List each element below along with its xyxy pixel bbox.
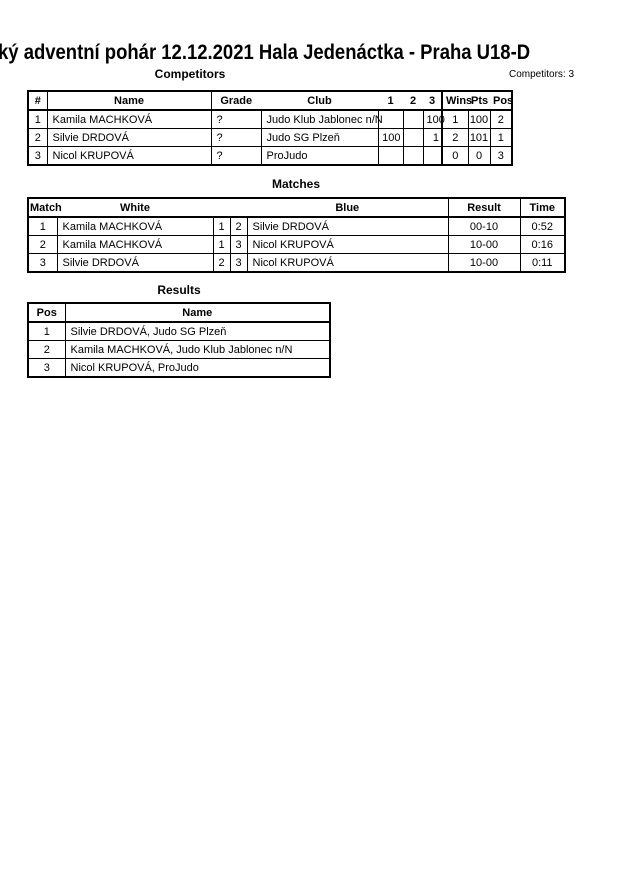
cell-time: 0:11 [519,253,566,273]
header-cell-result: Result [447,197,521,218]
tournament-title: ký adventní pohár 12.12.2021 Hala Jedená… [0,41,531,64]
cell-grade: ? [210,109,262,129]
matches-header-row: Match White Blue Result Time [27,197,566,218]
cell-pts: 100 [467,109,491,129]
cell-m2 [402,146,424,166]
cell-name: Kamila MACHKOVÁ, Judo Klub Jablonec n/N [64,340,331,359]
cell-m2 [402,109,424,129]
header-cell-m2: 2 [403,90,423,111]
header-cell-pos: Pos [27,302,66,323]
competitor-row: 2 Silvie DRDOVÁ ? Judo SG Plzeň 100 1 2 … [27,128,513,147]
cell-result: 10-00 [447,253,521,273]
match-row: 2 Kamila MACHKOVÁ 1 3 Nicol KRUPOVÁ 10-0… [27,235,566,254]
cell-white-name: Kamila MACHKOVÁ [56,235,214,254]
result-row: 1 Silvie DRDOVÁ, Judo SG Plzeň [27,321,331,341]
header-cell-wins: Wins [441,90,472,111]
cell-pos: 1 [27,321,66,341]
cell-m1 [377,146,404,166]
cell-num: 2 [27,128,48,147]
cell-result: 10-00 [447,235,521,254]
cell-match-num: 1 [27,216,58,236]
header-cell-bn [230,197,247,218]
cell-wins: 1 [441,109,469,129]
cell-name: Kamila MACHKOVÁ [46,109,212,129]
results-heading: Results [157,283,201,297]
cell-pos: 3 [27,358,66,378]
matches-table: Match White Blue Result Time 1 Kamila MA… [27,197,566,273]
header-cell-time: Time [519,197,566,218]
cell-time: 0:52 [519,216,566,236]
cell-blue-name: Silvie DRDOVÁ [246,216,449,236]
cell-pts: 101 [467,128,491,147]
result-row: 3 Nicol KRUPOVÁ, ProJudo [27,358,331,378]
cell-name: Silvie DRDOVÁ [46,128,212,147]
cell-white-num: 2 [212,253,231,273]
cell-pts: 0 [467,146,491,166]
cell-m2 [402,128,424,147]
cell-wins: 0 [441,146,469,166]
header-cell-pos: Pos [490,90,513,111]
matches-heading: Matches [271,177,321,191]
cell-m3 [422,146,443,166]
header-cell-match: Match [27,197,62,218]
header-cell-wn [213,197,230,218]
cell-num: 1 [27,109,48,129]
results-table: Pos Name 1 Silvie DRDOVÁ, Judo SG Plzeň … [27,302,331,378]
cell-name: Nicol KRUPOVÁ [46,146,212,166]
competitor-row: 1 Kamila MACHKOVÁ ? Judo Klub Jablonec n… [27,109,513,129]
cell-time: 0:16 [519,235,566,254]
header-cell-m1: 1 [378,90,403,111]
cell-pos: 3 [489,146,513,166]
cell-blue-num: 3 [229,235,248,254]
cell-white-name: Silvie DRDOVÁ [56,253,214,273]
cell-pos: 1 [489,128,513,147]
competitors-header-row: # Name Grade Club 1 2 3 Wins Pts Pos [27,90,513,111]
cell-wins: 2 [441,128,469,147]
cell-result: 00-10 [447,216,521,236]
header-cell-name: Name [65,302,331,323]
header-cell-pts: Pts [468,90,490,111]
cell-name: Silvie DRDOVÁ, Judo SG Plzeň [64,321,331,341]
cell-m1: 100 [377,128,404,147]
competitors-table: # Name Grade Club 1 2 3 Wins Pts Pos 1 K… [27,90,513,166]
header-cell-grade: Grade [211,90,261,111]
cell-grade: ? [210,128,262,147]
cell-white-name: Kamila MACHKOVÁ [56,216,214,236]
results-header-row: Pos Name [27,302,331,323]
cell-blue-num: 3 [229,253,248,273]
competitor-row: 3 Nicol KRUPOVÁ ? ProJudo 0 0 3 [27,146,513,166]
match-row: 1 Kamila MACHKOVÁ 1 2 Silvie DRDOVÁ 00-1… [27,216,566,236]
cell-num: 3 [27,146,48,166]
cell-club: Judo Klub Jablonec n/N [260,109,383,129]
header-cell-m3: 3 [423,90,443,111]
cell-club: Judo SG Plzeň [260,128,379,147]
header-cell-club: Club [261,90,378,111]
cell-name: Nicol KRUPOVÁ, ProJudo [64,358,331,378]
cell-blue-num: 2 [229,216,248,236]
cell-club: ProJudo [260,146,379,166]
cell-match-num: 2 [27,235,58,254]
competitors-heading: Competitors [154,67,226,81]
header-cell-num: # [27,90,48,111]
cell-m3: 1 [422,128,443,147]
result-row: 2 Kamila MACHKOVÁ, Judo Klub Jablonec n/… [27,340,331,359]
cell-m3: 100 [422,109,445,129]
match-row: 3 Silvie DRDOVÁ 2 3 Nicol KRUPOVÁ 10-00 … [27,253,566,273]
header-cell-white: White [57,197,213,218]
cell-white-num: 1 [212,216,231,236]
cell-white-num: 1 [212,235,231,254]
cell-pos: 2 [489,109,513,129]
cell-match-num: 3 [27,253,58,273]
header-cell-blue: Blue [247,197,449,218]
cell-blue-name: Nicol KRUPOVÁ [246,253,449,273]
competitors-count: Competitors: 3 [509,69,575,80]
cell-grade: ? [210,146,262,166]
header-cell-name: Name [47,90,212,111]
cell-blue-name: Nicol KRUPOVÁ [246,235,449,254]
cell-pos: 2 [27,340,66,359]
